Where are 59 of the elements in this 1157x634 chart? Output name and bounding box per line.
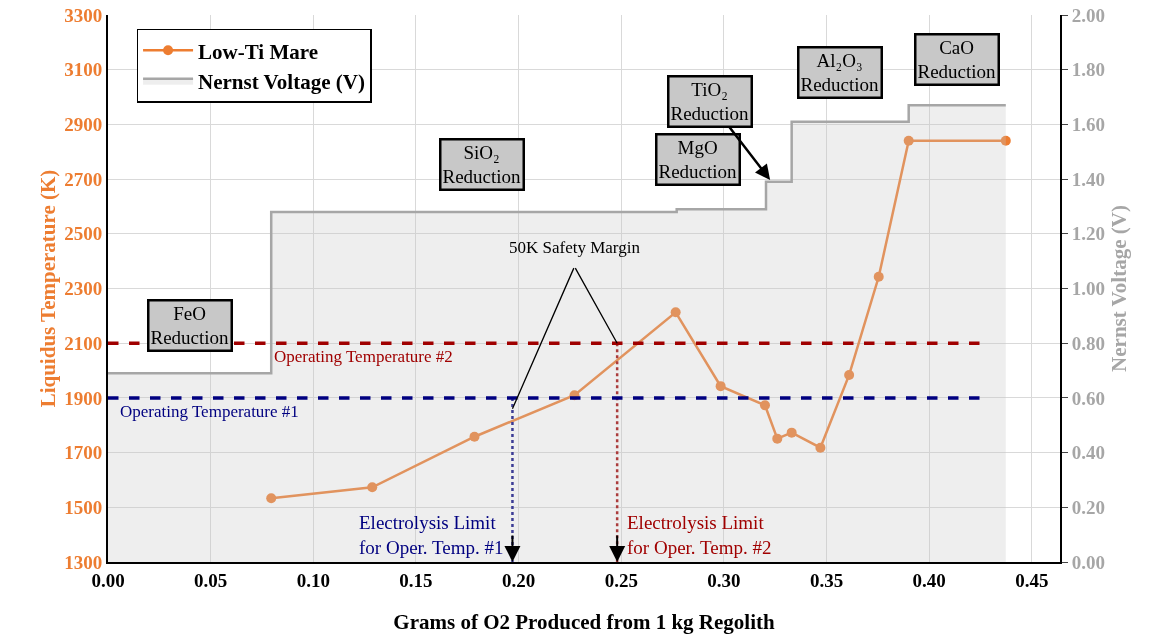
y2-tick-label: 1.20 — [1071, 223, 1106, 245]
y2-tick-label: 0.80 — [1071, 332, 1106, 354]
y-axis-title: Liquidus Temperature (K) — [36, 169, 60, 408]
x-tick-label: 0.10 — [296, 569, 330, 591]
x-tick-label: 0.45 — [1015, 569, 1049, 591]
point — [844, 369, 855, 380]
annotation: Al₂O₃ Reduction — [800, 49, 880, 96]
annotation: 50K Safety Margin — [509, 238, 641, 257]
y2-tick-label: 1.60 — [1071, 114, 1106, 136]
y2-tick-label: 0.00 — [1071, 551, 1106, 573]
annotation: TiO₂ Reduction — [670, 78, 750, 125]
x-tick-label: 0.15 — [399, 569, 433, 591]
y2-tick-label: 0.60 — [1071, 387, 1106, 409]
y2-tick-label: 2.00 — [1071, 4, 1106, 26]
annotation: SiO₂ Reduction — [442, 141, 522, 188]
annotation: Electrolysis Limit for Oper. Temp. #2 — [627, 512, 772, 558]
y-tick-label: 3100 — [64, 59, 103, 81]
y2-tick-label: 1.40 — [1071, 168, 1106, 190]
x-tick-label: 0.40 — [912, 569, 946, 591]
y2-tick-label: 0.40 — [1071, 442, 1106, 464]
ref-line-label: Operating Temperature #2 — [274, 347, 453, 366]
x-tick-label: 0.25 — [604, 569, 638, 591]
y-tick-label: 1500 — [64, 496, 103, 518]
y-tick-label: 2500 — [64, 223, 103, 245]
x-tick-label: 0.35 — [809, 569, 844, 591]
x-tick-label: 0.20 — [501, 569, 536, 591]
y-tick-label: 2900 — [64, 114, 103, 136]
y2-tick-label: 0.20 — [1071, 496, 1106, 518]
annotation: CaO Reduction — [917, 36, 997, 83]
y-tick-label: 1900 — [64, 387, 103, 409]
y2-axis-title: Nernst Voltage (V) — [1107, 205, 1132, 372]
x-axis-title: Grams of O2 Produced from 1 kg Regolith — [393, 610, 775, 634]
annotation: MgO Reduction — [658, 136, 738, 183]
y2-tick-label: 1.80 — [1071, 59, 1106, 81]
point — [1000, 135, 1011, 146]
annotation: FeO Reduction — [150, 302, 230, 349]
y-tick-label: 1700 — [64, 442, 103, 464]
point — [873, 271, 884, 282]
point — [815, 442, 826, 453]
y2-tick-label: 1.00 — [1071, 278, 1106, 300]
x-tick-label: 0.05 — [194, 569, 228, 591]
x-tick-label: 0.30 — [707, 569, 741, 591]
point — [670, 307, 681, 318]
point — [786, 427, 797, 438]
y-tick-label: 2100 — [64, 332, 103, 354]
point — [759, 400, 770, 411]
point — [772, 433, 783, 444]
point — [715, 381, 726, 392]
y-tick-label: 2300 — [64, 278, 103, 300]
y-tick-label: 3300 — [64, 4, 103, 26]
legend-label: Low-Ti Mare — [198, 39, 319, 64]
point — [266, 493, 277, 504]
annotation: Electrolysis Limit for Oper. Temp. #1 — [359, 512, 504, 558]
point — [469, 431, 480, 442]
ref-line-label: Operating Temperature #1 — [120, 402, 299, 421]
y-tick-label: 2700 — [64, 168, 103, 190]
point — [903, 135, 914, 146]
point — [367, 482, 378, 493]
legend-label: Nernst Voltage (V) — [198, 69, 365, 94]
